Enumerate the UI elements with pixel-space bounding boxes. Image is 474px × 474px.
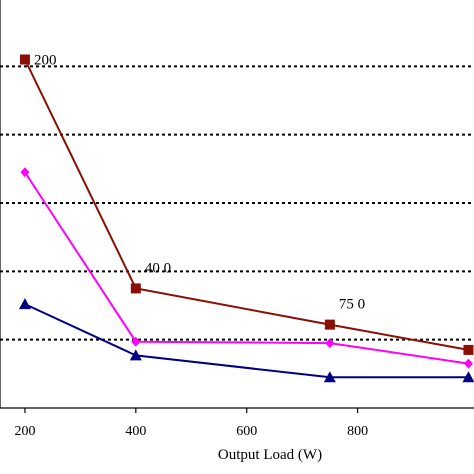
x-tick-label-2: 600 bbox=[236, 424, 257, 439]
axes bbox=[0, 0, 474, 409]
series-0-point-3 bbox=[463, 344, 474, 355]
series-line-0 bbox=[24, 59, 469, 351]
series-0-point-1 bbox=[130, 283, 141, 294]
series-2-point-1 bbox=[129, 349, 142, 361]
series-1-point-1 bbox=[131, 336, 141, 347]
point-label-0: 200 bbox=[34, 53, 57, 69]
x-axis-ticks: 200 400 600 800 bbox=[14, 408, 368, 439]
x-tick-label-1: 400 bbox=[125, 424, 146, 439]
point-label-2: 75 0 bbox=[339, 297, 365, 313]
plot-frame bbox=[0, 0, 474, 409]
x-axis-title: Output Load (W) bbox=[218, 447, 322, 463]
series-lines bbox=[24, 59, 469, 379]
gridlines bbox=[0, 65, 474, 341]
series-2-point-0 bbox=[18, 298, 31, 310]
series-1-point-0 bbox=[20, 167, 30, 178]
series-0-point-0 bbox=[19, 54, 30, 65]
point-label-1: 40 0 bbox=[145, 260, 171, 276]
series-2-point-2 bbox=[323, 371, 336, 383]
x-tick-label-3: 800 bbox=[347, 424, 368, 439]
series-2-point-3 bbox=[462, 371, 474, 383]
series-line-1 bbox=[24, 171, 469, 365]
series-line-2 bbox=[24, 303, 469, 379]
point-labels: 200 40 0 75 0 bbox=[34, 53, 365, 313]
series-1-point-3 bbox=[463, 358, 473, 369]
series-0-point-2 bbox=[324, 319, 335, 330]
x-tick-label-0: 200 bbox=[14, 424, 35, 439]
series-1-point-2 bbox=[325, 338, 335, 349]
data-markers bbox=[18, 54, 474, 383]
